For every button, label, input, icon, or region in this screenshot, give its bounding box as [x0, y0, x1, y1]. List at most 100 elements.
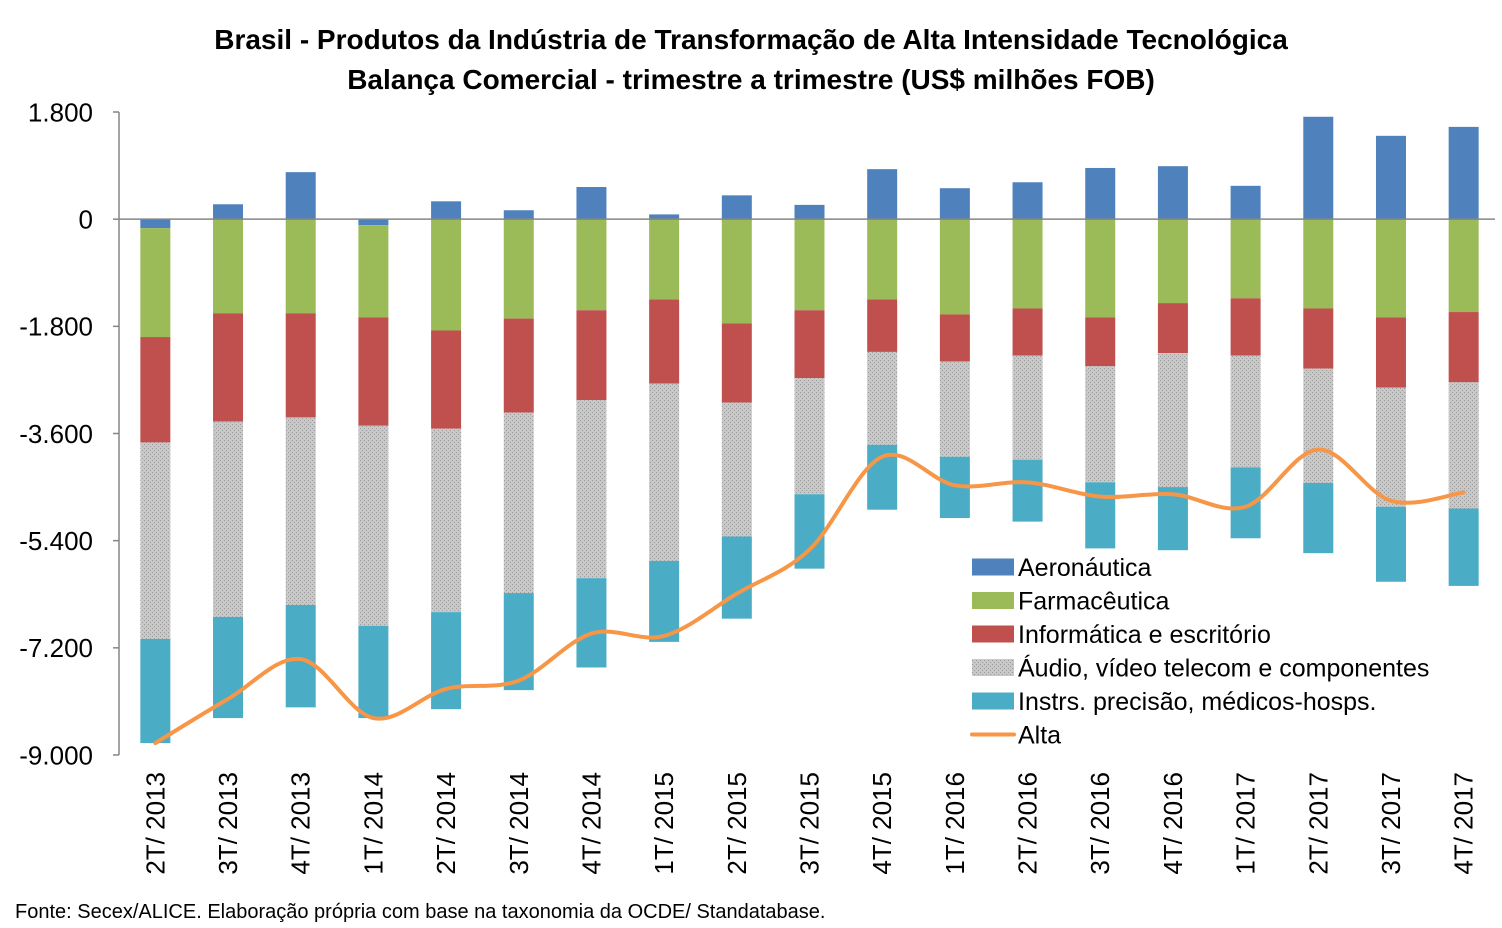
legend-label: Instrs. precisão, médicos-hosps. — [1018, 688, 1376, 716]
bar-aeronautica-1t-2016 — [939, 188, 970, 220]
bar-audio-3t-2015 — [794, 378, 825, 495]
bar-farmaceutica-4t-2015 — [867, 219, 898, 300]
bar-audio-3t-2017 — [1375, 387, 1406, 507]
x-tick-label: 2T/ 2015 — [722, 772, 752, 875]
bar-instrs-4t-2013 — [285, 604, 316, 708]
y-tick-label: 0 — [79, 204, 93, 234]
point-alta-1t-2015 — [662, 634, 666, 638]
bar-informatica-4t-2013 — [285, 313, 316, 418]
x-tick-label: 4T/ 2016 — [1158, 772, 1188, 875]
bar-farmaceutica-3t-2015 — [794, 219, 825, 311]
bar-informatica-3t-2014 — [503, 318, 534, 413]
x-tick-label: 3T/ 2016 — [1085, 772, 1115, 875]
bar-farmaceutica-1t-2015 — [649, 219, 680, 300]
point-alta-1t-2016 — [953, 483, 957, 487]
point-alta-3t-2013 — [226, 697, 230, 701]
bar-informatica-3t-2015 — [794, 310, 825, 379]
y-tick-label: -7.200 — [19, 633, 93, 663]
bar-aeronautica-4t-2016 — [1157, 166, 1188, 220]
point-alta-4t-2013 — [299, 657, 303, 661]
x-tick-label: 2T/ 2013 — [140, 772, 170, 875]
bar-farmaceutica-1t-2014 — [358, 225, 389, 318]
bar-informatica-1t-2016 — [939, 314, 970, 362]
legend-swatch — [972, 592, 1014, 609]
legend-label: Alta — [1018, 722, 1061, 750]
bar-farmaceutica-3t-2013 — [213, 219, 244, 314]
bar-instrs-2t-2016 — [1012, 459, 1043, 522]
bar-aeronautica-3t-2016 — [1085, 167, 1116, 220]
bar-farmaceutica-2t-2013 — [140, 228, 171, 338]
x-tick-label: 2T/ 2014 — [431, 772, 461, 875]
bar-farmaceutica-4t-2017 — [1448, 219, 1479, 313]
bar-informatica-1t-2015 — [649, 299, 680, 384]
bar-farmaceutica-2t-2017 — [1303, 219, 1334, 309]
bar-audio-1t-2014 — [358, 425, 389, 626]
x-tick-label: 1T/ 2016 — [940, 772, 970, 875]
x-axis: 2T/ 2013 3T/ 2013 4T/ 2013 1T/ 2014 2T/ 2014… — [119, 218, 1495, 875]
bar-audio-2t-2015 — [721, 402, 752, 537]
bar-instrs-2t-2013 — [140, 638, 171, 744]
legend-item-instrs: Instrs. precisão, médicos-hosps. — [972, 688, 1376, 716]
bar-aeronautica-4t-2015 — [867, 169, 898, 220]
y-tick-label: -9.000 — [19, 740, 93, 770]
bar-farmaceutica-4t-2014 — [576, 219, 607, 311]
point-alta-4t-2017 — [1462, 490, 1466, 494]
bar-instrs-3t-2016 — [1085, 482, 1116, 549]
source-note: Fonte: Secex/ALICE. Elaboração própria c… — [15, 901, 825, 923]
x-tick-label: 3T/ 2013 — [213, 772, 243, 875]
bar-informatica-2t-2015 — [721, 323, 752, 403]
bar-informatica-4t-2015 — [867, 299, 898, 352]
y-tick-label: 1.800 — [28, 97, 93, 127]
bar-informatica-3t-2013 — [213, 313, 244, 422]
legend-swatch — [972, 625, 1014, 643]
x-tick-label: 3T/ 2014 — [504, 772, 534, 875]
x-tick-label: 4T/ 2013 — [286, 772, 316, 875]
legend-item-alta: Alta — [970, 722, 1061, 750]
bar-instrs-4t-2014 — [576, 578, 607, 668]
point-alta-3t-2016 — [1098, 495, 1102, 499]
bar-aeronautica-4t-2014 — [576, 187, 607, 220]
bar-audio-3t-2014 — [503, 412, 534, 594]
y-tick-label: -1.800 — [19, 312, 93, 342]
bar-informatica-2t-2013 — [140, 337, 171, 443]
point-alta-2t-2014 — [444, 687, 448, 691]
bar-aeronautica-3t-2014 — [503, 210, 534, 220]
bar-farmaceutica-4t-2013 — [285, 219, 316, 314]
bar-audio-4t-2017 — [1448, 382, 1479, 509]
x-tick-label: 4T/ 2015 — [867, 772, 897, 875]
bar-informatica-1t-2014 — [358, 317, 389, 426]
point-alta-3t-2014 — [517, 679, 521, 683]
bar-audio-3t-2016 — [1085, 366, 1116, 483]
x-tick-label: 1T/ 2015 — [649, 772, 679, 875]
bar-instrs-2t-2015 — [721, 536, 752, 619]
point-alta-2t-2016 — [1026, 480, 1030, 484]
y-tick-label: -5.400 — [19, 526, 93, 556]
bar-audio-1t-2017 — [1230, 355, 1261, 468]
bar-farmaceutica-4t-2016 — [1157, 219, 1188, 304]
bar-segments — [140, 116, 1479, 744]
bar-informatica-3t-2016 — [1085, 317, 1116, 367]
x-tick-label: 4T/ 2014 — [576, 772, 606, 875]
bar-audio-4t-2016 — [1157, 353, 1188, 488]
bar-aeronautica-3t-2015 — [794, 204, 825, 220]
legend-label: Farmacêutica — [1018, 588, 1170, 616]
bar-aeronautica-3t-2013 — [213, 204, 244, 220]
bar-audio-2t-2017 — [1303, 368, 1334, 483]
bar-farmaceutica-2t-2015 — [721, 219, 752, 324]
bar-farmaceutica-1t-2017 — [1230, 219, 1261, 299]
x-tick-label: 4T/ 2017 — [1449, 772, 1479, 875]
bar-informatica-3t-2017 — [1375, 317, 1406, 388]
x-tick-label: 1T/ 2014 — [358, 772, 388, 875]
legend-swatch — [972, 558, 1014, 576]
legend-label: Aeronáutica — [1018, 554, 1152, 582]
bar-farmaceutica-1t-2016 — [939, 219, 970, 315]
line-series — [153, 447, 1466, 746]
bar-instrs-3t-2017 — [1375, 506, 1406, 582]
bar-aeronautica-1t-2017 — [1230, 185, 1261, 220]
bar-audio-1t-2016 — [939, 361, 970, 457]
bar-aeronautica-2t-2017 — [1303, 116, 1334, 220]
point-alta-2t-2013 — [153, 741, 157, 745]
bar-audio-2t-2014 — [431, 428, 462, 613]
bar-aeronautica-4t-2013 — [285, 172, 316, 220]
